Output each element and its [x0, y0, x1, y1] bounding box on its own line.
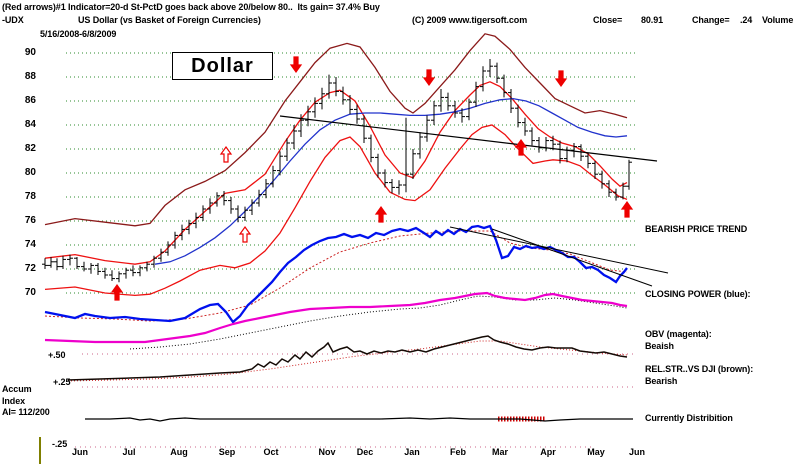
sell-signal-down-arrow-icon — [554, 70, 568, 88]
month-tick-9-mar: Mar — [491, 447, 509, 457]
copyright: (C) 2009 www.tigersoft.com — [412, 15, 528, 25]
price-tick-70: 70 — [24, 287, 36, 298]
price-tick-78: 78 — [24, 191, 36, 202]
month-tick-6-dec: Dec — [356, 447, 374, 457]
month-tick-5-nov: Nov — [318, 447, 336, 457]
buy-signal-up-arrow-icon — [219, 145, 233, 163]
month-tick-12-jun: Jun — [628, 447, 646, 457]
price-tick-84: 84 — [24, 119, 36, 130]
price-tick-74: 74 — [24, 239, 36, 250]
sell-signal-down-arrow-icon — [289, 56, 303, 74]
month-tick-7-jan: Jan — [404, 447, 420, 457]
close-value: 80.91 — [641, 15, 664, 25]
price-tick-72: 72 — [24, 263, 36, 274]
price-tick-86: 86 — [24, 95, 36, 106]
chart-title: US Dollar (vs Basket of Foreign Currenci… — [78, 15, 261, 25]
month-tick-2-aug: Aug — [170, 447, 188, 457]
close-label: Close= — [593, 15, 623, 25]
sell-signal-down-arrow-icon — [422, 69, 436, 87]
month-tick-11-may: May — [587, 447, 605, 457]
price-tick-82: 82 — [24, 143, 36, 154]
price-tick-80: 80 — [24, 167, 36, 178]
signal-description: (Red arrows)#1 Indicator=20-d St-PctD go… — [2, 2, 380, 12]
price-tick-76: 76 — [24, 215, 36, 226]
buy-signal-up-arrow-icon — [238, 225, 252, 243]
month-tick-1-jul: Jul — [122, 447, 136, 457]
scale-label-plus50: +.50 — [48, 350, 66, 360]
price-tick-88: 88 — [24, 71, 36, 82]
month-tick-4-oct: Oct — [263, 447, 279, 457]
accum-index-label-line2: Index — [2, 396, 26, 406]
ticker-symbol: -UDX — [2, 15, 24, 25]
date-range: 5/16/2008-6/8/2009 — [40, 29, 117, 39]
annotation-relstr-status: Bearish — [645, 376, 678, 386]
month-tick-10-apr: Apr — [540, 447, 556, 457]
instrument-label: Dollar — [191, 55, 254, 77]
scale-label-minus25: -.25 — [52, 439, 68, 449]
buy-signal-up-arrow-icon — [374, 205, 388, 223]
change-value: .24 — [740, 15, 753, 25]
month-tick-3-sep: Sep — [218, 447, 236, 457]
buy-signal-up-arrow-icon — [620, 200, 634, 218]
annotation-obv-label: OBV (magenta): — [645, 329, 712, 339]
month-tick-8-feb: Feb — [449, 447, 467, 457]
scale-label-plus25: +.25 — [53, 377, 71, 387]
price-tick-90: 90 — [24, 47, 36, 58]
annotation-closing-power: CLOSING POWER (blue): — [645, 289, 751, 299]
accum-index-value: AI= 112/200 — [2, 407, 50, 417]
annotation-bearish-price-trend: BEARISH PRICE TREND — [645, 224, 748, 234]
annotation-current-phase: Currently Distribition — [645, 413, 733, 423]
volume-label: Volume — [762, 15, 794, 25]
annotation-relstr-label: REL.STR..VS DJI (brown): — [645, 364, 754, 374]
instrument-label-box: Dollar — [172, 52, 273, 80]
accum-index-label-line1: Accum — [2, 384, 32, 394]
change-label: Change= — [692, 15, 730, 25]
month-tick-0-jun: Jun — [71, 447, 89, 457]
annotation-obv-status: Beaish — [645, 341, 674, 351]
buy-signal-up-arrow-icon — [110, 283, 124, 301]
buy-signal-up-arrow-icon — [514, 138, 528, 156]
